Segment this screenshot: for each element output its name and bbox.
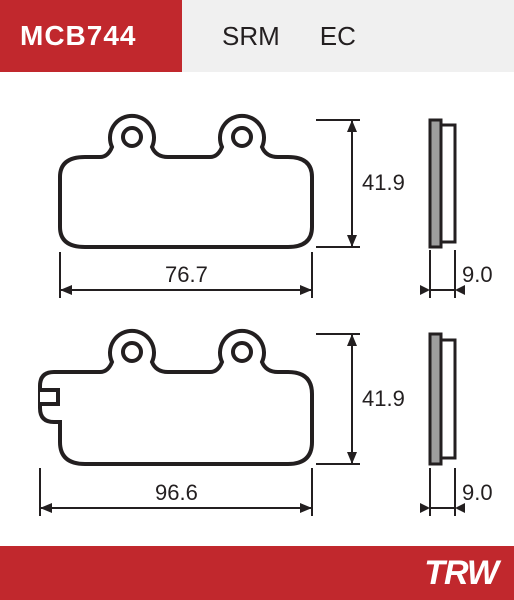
pad1-height-dim: 41.9 — [316, 120, 405, 247]
pad2-width-dim: 96.6 — [40, 468, 312, 516]
header-bar: MCB744 SRM EC — [0, 0, 514, 72]
part-number: MCB744 — [20, 20, 136, 52]
pad2-thickness-label: 9.0 — [462, 480, 493, 505]
pad1-thickness-label: 9.0 — [462, 262, 493, 287]
technical-drawing: 41.9 76.7 9.0 — [0, 72, 514, 546]
spec-block: SRM EC — [182, 0, 514, 72]
pad1-height-label: 41.9 — [362, 170, 405, 195]
pad1-width-label: 76.7 — [165, 262, 208, 287]
pad1-side — [430, 120, 455, 247]
pad1-width-dim: 76.7 — [60, 252, 312, 298]
pad2-height-label: 41.9 — [362, 386, 405, 411]
pad2-height-dim: 41.9 — [316, 334, 405, 464]
spec-1: SRM — [222, 21, 280, 52]
pad1-thickness-dim: 9.0 — [420, 250, 493, 298]
part-number-block: MCB744 — [0, 0, 182, 72]
brand-logo: TRW — [424, 554, 498, 593]
spec-2: EC — [320, 21, 356, 52]
footer-bar: TRW — [0, 546, 514, 600]
pad2-width-label: 96.6 — [155, 480, 198, 505]
pad1-front — [60, 116, 312, 247]
pad2-side — [430, 334, 455, 464]
pad2-front — [40, 331, 312, 464]
pad2-thickness-dim: 9.0 — [420, 468, 493, 516]
